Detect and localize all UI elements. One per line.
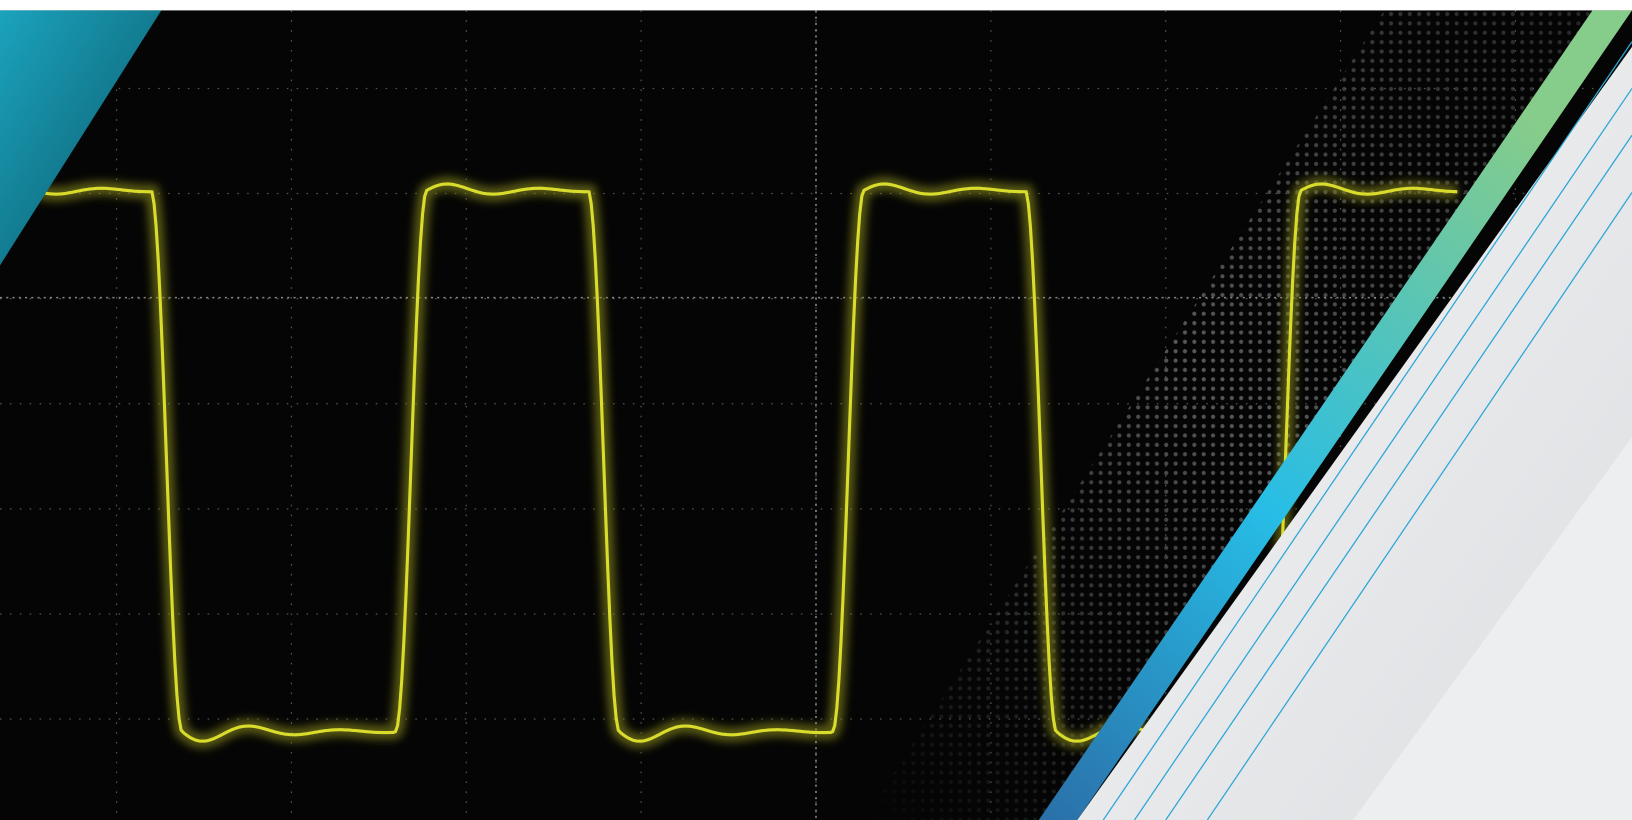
top-band [0,0,1632,11]
light-panel-inner [1353,437,1632,820]
accent-line [1206,192,1632,820]
accent-lines [1102,41,1632,820]
accent-stripe [1038,10,1632,820]
graticule [0,10,1632,820]
accent-line [1133,88,1632,820]
corner-accent [0,10,162,266]
accent-line [1102,41,1632,820]
light-panel [1077,46,1632,820]
accent-line [1165,134,1632,820]
